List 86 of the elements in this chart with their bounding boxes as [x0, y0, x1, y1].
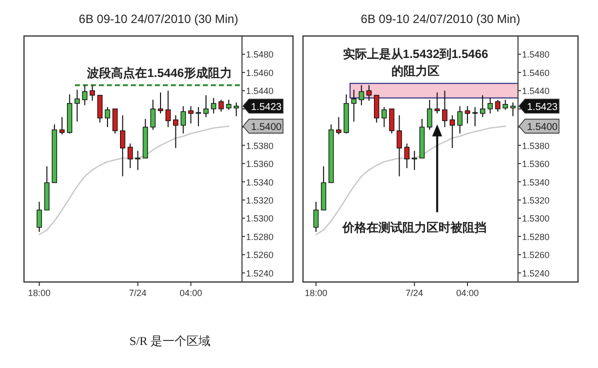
candlestick — [457, 106, 463, 134]
text: 1.5400 — [527, 122, 558, 134]
y-tick-label: 1.5480 — [246, 50, 274, 60]
band-label: 实际上是从1.5432到1.5466 的阻力区 — [342, 47, 489, 78]
y-tick-label: 1.5360 — [246, 159, 274, 170]
y-tick-label: 1.5280 — [246, 232, 274, 242]
candlestick — [218, 99, 224, 112]
candlestick — [120, 114, 126, 177]
text: 1.5423 — [251, 102, 282, 114]
y-tick-label: 1.5440 — [522, 86, 550, 96]
candlestick — [502, 99, 508, 110]
line-series — [315, 126, 506, 236]
candlestick — [234, 102, 239, 117]
candlestick — [36, 201, 42, 232]
y-tick-label: 1.5380 — [522, 140, 550, 151]
candlestick — [442, 90, 448, 128]
x-tick-label: 18:00 — [304, 288, 328, 298]
candlestick — [351, 89, 356, 122]
ref-line-label: 波段高点在1.5446形成阻力 — [86, 66, 232, 80]
candlestick — [412, 150, 418, 170]
candlestick — [313, 201, 319, 232]
candlestick — [495, 99, 500, 112]
candlestick — [464, 106, 470, 124]
y-tick-label: 1.5300 — [522, 214, 550, 224]
y-tick-label: 1.5300 — [246, 214, 274, 224]
candlestick — [426, 99, 432, 130]
candlestick — [188, 106, 194, 124]
candlestick — [226, 99, 232, 110]
candlestick — [450, 114, 455, 149]
candlestick — [196, 106, 202, 127]
candlestick — [480, 94, 486, 118]
y-tick-label: 1.5260 — [246, 250, 274, 260]
candlestick — [374, 94, 380, 124]
candlestick — [382, 106, 387, 128]
candlestick — [210, 97, 216, 114]
candlestick — [358, 84, 364, 106]
line-series — [38, 126, 230, 236]
candlestick — [135, 150, 140, 170]
candlestick — [366, 84, 372, 102]
candlestick — [112, 108, 118, 134]
candlestick — [396, 114, 402, 177]
candlestick — [389, 108, 394, 134]
y-tick-label: 1.5320 — [522, 196, 550, 206]
text: 1.5423 — [527, 102, 558, 114]
x-tick-label: 7/24 — [129, 288, 147, 298]
y-tick-label: 1.5440 — [246, 86, 274, 96]
chart-title: 6B 09-10 24/07/2010 (30 Min) — [78, 12, 238, 26]
y-tick-label: 1.5340 — [246, 177, 274, 188]
candlestick — [90, 84, 95, 102]
y-tick-label: 1.5360 — [522, 159, 550, 170]
candlestick — [404, 143, 410, 169]
y-tick-label: 1.5380 — [246, 140, 274, 151]
candlestick — [158, 92, 164, 114]
candlestick — [59, 116, 65, 135]
y-tick-label: 1.5240 — [246, 268, 274, 278]
y-tick-label: 1.5460 — [246, 68, 274, 78]
candlestick — [82, 84, 88, 106]
candlestick — [434, 92, 440, 114]
text: 1.5400 — [251, 122, 282, 134]
y-tick-label: 1.5240 — [522, 268, 550, 278]
candlestick — [203, 94, 209, 118]
candlestick — [488, 97, 493, 114]
y-tick-label: 1.5280 — [522, 232, 550, 242]
candlestick — [97, 94, 103, 124]
annotation: 价格在测试阻力区时被阻挡 — [342, 220, 486, 234]
x-tick-label: 04:00 — [456, 288, 479, 298]
candlestick — [150, 99, 156, 130]
text: S/R 是一个区域 — [129, 334, 211, 348]
candlestick — [165, 90, 171, 128]
y-tick-label: 1.5460 — [522, 68, 550, 78]
candlestick — [173, 114, 178, 149]
x-tick-label: 04:00 — [180, 288, 202, 298]
candlestick — [336, 116, 342, 135]
candlestick — [104, 106, 110, 128]
candlestick — [180, 106, 186, 134]
candlestick — [128, 143, 133, 169]
candlestick — [510, 102, 516, 117]
y-tick-label: 1.5340 — [522, 177, 550, 188]
y-tick-label: 1.5260 — [522, 250, 550, 260]
x-tick-label: 7/24 — [406, 288, 424, 298]
x-tick-label: 18:00 — [28, 288, 51, 298]
y-tick-label: 1.5320 — [246, 196, 274, 206]
candlestick — [472, 106, 478, 127]
candlestick — [74, 89, 80, 122]
chart-title: 6B 09-10 24/07/2010 (30 Min) — [360, 12, 520, 26]
y-tick-label: 1.5480 — [522, 50, 550, 60]
